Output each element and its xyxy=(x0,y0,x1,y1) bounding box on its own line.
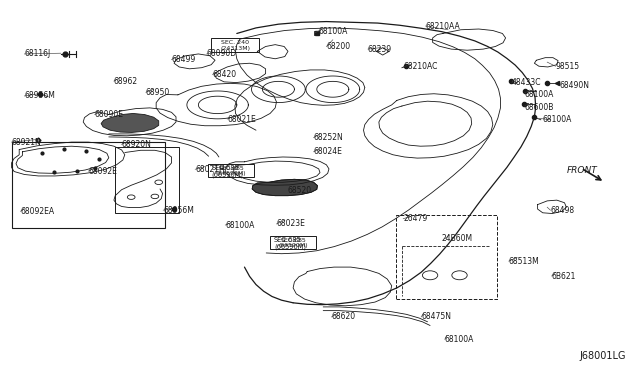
Text: 24B60M: 24B60M xyxy=(442,234,473,243)
Text: (66590M): (66590M) xyxy=(211,171,243,178)
Text: 68116J: 68116J xyxy=(24,49,51,58)
Text: 68100A: 68100A xyxy=(543,115,572,124)
Text: 68092E: 68092E xyxy=(88,167,117,176)
Text: 68498: 68498 xyxy=(550,206,575,215)
Text: 68950: 68950 xyxy=(146,88,170,97)
Bar xyxy=(211,38,259,52)
Text: SEC. 240: SEC. 240 xyxy=(221,40,249,45)
Text: 68620: 68620 xyxy=(332,312,356,321)
Text: 26479: 26479 xyxy=(403,214,428,223)
Text: 68100A: 68100A xyxy=(225,221,255,230)
Text: 68920N: 68920N xyxy=(122,140,152,149)
Text: 68513M: 68513M xyxy=(509,257,540,266)
Text: (24313M): (24313M) xyxy=(220,46,250,51)
Text: 98515: 98515 xyxy=(556,62,580,71)
Bar xyxy=(270,236,316,249)
Text: 68956M: 68956M xyxy=(24,92,55,100)
Text: 68210AA: 68210AA xyxy=(426,22,460,31)
Text: 68520: 68520 xyxy=(288,186,312,195)
Bar xyxy=(12,142,165,228)
Text: 68962: 68962 xyxy=(114,77,138,86)
Text: (66590M): (66590M) xyxy=(278,243,308,248)
Text: SEC.685: SEC.685 xyxy=(211,165,239,171)
Text: 68200: 68200 xyxy=(326,42,351,51)
Text: 68420: 68420 xyxy=(212,70,237,79)
Text: SEC.685: SEC.685 xyxy=(280,238,306,243)
Bar xyxy=(208,164,254,177)
Text: 68090D: 68090D xyxy=(207,49,237,58)
Text: 68021H: 68021H xyxy=(195,165,225,174)
Text: FRONT: FRONT xyxy=(566,166,597,174)
Text: 68921N: 68921N xyxy=(12,138,41,147)
Polygon shape xyxy=(252,179,317,196)
Text: 68021E: 68021E xyxy=(227,115,256,124)
Text: 68956M: 68956M xyxy=(163,206,194,215)
Text: 68475N: 68475N xyxy=(421,312,451,321)
Text: 68092EA: 68092EA xyxy=(20,207,54,216)
Text: 68024E: 68024E xyxy=(314,147,342,156)
Bar xyxy=(396,215,497,299)
Text: 68499: 68499 xyxy=(172,55,196,64)
Text: SEC.685: SEC.685 xyxy=(274,237,301,243)
Polygon shape xyxy=(101,113,159,132)
Text: 6B621: 6B621 xyxy=(552,272,576,280)
Text: 68100A: 68100A xyxy=(319,27,348,36)
Text: 68100A: 68100A xyxy=(445,335,474,344)
Text: 68252N: 68252N xyxy=(314,133,343,142)
Text: 68600B: 68600B xyxy=(525,103,554,112)
Text: J68001LG: J68001LG xyxy=(579,351,626,361)
Text: 68239: 68239 xyxy=(368,45,392,54)
Text: 48433C: 48433C xyxy=(512,78,541,87)
Text: 68100A: 68100A xyxy=(525,90,554,99)
Text: 68023E: 68023E xyxy=(276,219,305,228)
Bar xyxy=(115,147,179,213)
Text: (66590M): (66590M) xyxy=(274,243,306,250)
Text: 68490N: 68490N xyxy=(560,81,590,90)
Text: 68090E: 68090E xyxy=(95,110,124,119)
Text: SEC.685: SEC.685 xyxy=(218,166,244,171)
Text: (66590M): (66590M) xyxy=(216,171,246,176)
Text: 68210AC: 68210AC xyxy=(403,62,438,71)
